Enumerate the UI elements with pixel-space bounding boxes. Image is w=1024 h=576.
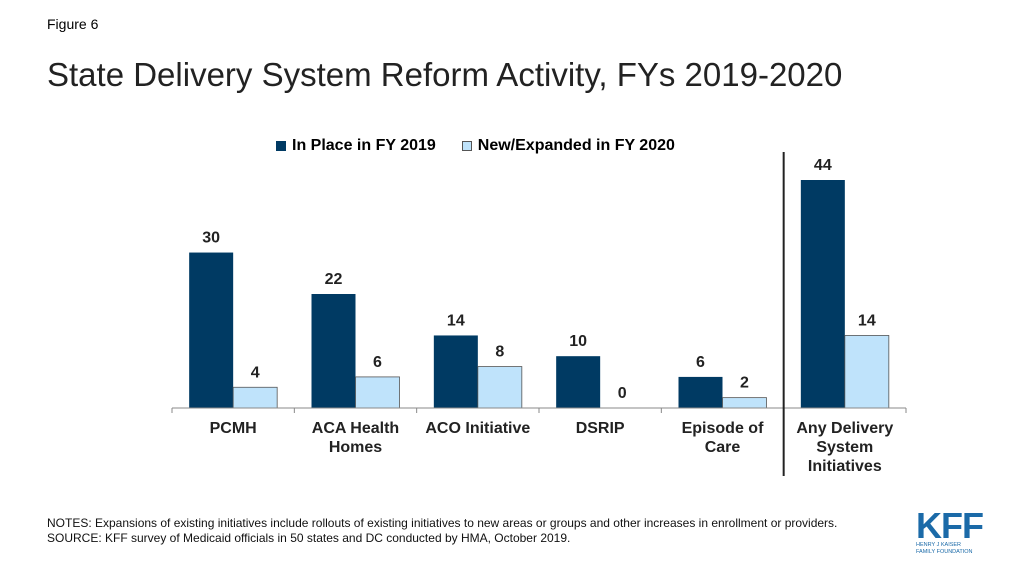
category-label-line: Care [705,439,741,456]
kff-logo: KFF HENRY J KAISER FAMILY FOUNDATION [916,510,990,556]
data-label-2-series-0: 14 [447,312,465,329]
category-label-0: PCMH [210,420,257,437]
data-label-5-series-1: 14 [858,312,876,329]
category-label-4: Episode of Care [682,420,764,456]
data-label-5-series-0: 44 [814,157,832,174]
category-label-1: ACA Health Homes [312,420,399,456]
bar-5-series-1 [845,335,889,408]
bar-2-series-0 [434,335,478,408]
logo-mark: KFF [916,510,990,542]
data-label-0-series-1: 4 [251,364,260,381]
category-label-line: System [816,439,873,456]
bar-1-series-1 [356,377,400,408]
category-label-3: DSRIP [576,420,625,437]
category-label-line: Homes [329,439,382,456]
bar-0-series-0 [189,253,233,408]
chart-notes: NOTES: Expansions of existing initiative… [47,516,847,546]
source-text: SOURCE: KFF survey of Medicaid officials… [47,531,847,546]
category-label-line: DSRIP [576,420,625,437]
bar-4-series-1 [723,398,767,408]
category-label-2: ACO Initiative [425,420,530,437]
category-label-line: Any Delivery [796,420,893,437]
bar-3-series-0 [556,356,600,408]
data-label-0-series-0: 30 [202,230,220,247]
bar-5-series-0 [801,180,845,408]
category-label-line: ACA Health [312,420,399,437]
category-label-line: Episode of [682,420,764,437]
data-label-2-series-1: 8 [495,344,504,361]
category-label-line: Initiatives [808,458,882,475]
notes-text: NOTES: Expansions of existing initiative… [47,516,847,531]
data-label-3-series-0: 10 [569,333,587,350]
category-label-5: Any Delivery System Initiatives [796,420,893,475]
data-label-4-series-1: 2 [740,375,749,392]
bar-chart: 30 4 PCMH 22 6 ACA Health Homes 14 8 ACO Initiati… [0,0,1024,576]
data-label-1-series-1: 6 [373,354,382,371]
category-label-line: PCMH [210,420,257,437]
bar-4-series-0 [679,377,723,408]
logo-line-2: FAMILY FOUNDATION [916,549,990,556]
bar-1-series-0 [312,294,356,408]
data-label-3-series-1: 0 [618,385,627,402]
bar-0-series-1 [233,387,277,408]
bar-2-series-1 [478,367,522,408]
data-label-4-series-0: 6 [696,354,705,371]
data-label-1-series-0: 22 [325,271,343,288]
category-label-line: ACO Initiative [425,420,530,437]
